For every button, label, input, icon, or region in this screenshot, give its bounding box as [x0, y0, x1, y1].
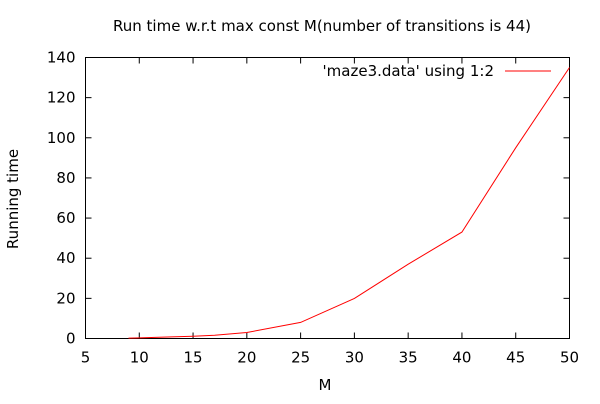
x-tick-label: 50	[560, 349, 579, 367]
y-tick-label: 0	[66, 330, 76, 348]
x-tick-label: 30	[345, 349, 364, 367]
y-tick-label: 20	[56, 289, 75, 307]
series-layer	[128, 67, 570, 339]
x-axis-ticks: 5 10 15 20 25 30 35 40 45 50	[81, 57, 579, 367]
x-tick-label: 45	[506, 349, 525, 367]
y-tick-label: 40	[56, 249, 75, 267]
x-tick-label: 25	[291, 349, 310, 367]
series-line	[128, 67, 570, 339]
x-tick-label: 5	[81, 349, 91, 367]
y-tick-label: 100	[47, 129, 76, 147]
plot-frame	[85, 57, 570, 339]
y-tick-label: 120	[47, 89, 76, 107]
y-axis-ticks: 0 20 40 60 80 100 120 140	[47, 49, 570, 348]
x-axis-label: M	[319, 376, 332, 394]
legend: 'maze3.data' using 1:2	[323, 62, 551, 80]
x-tick-label: 20	[237, 349, 256, 367]
y-axis-label: Running time	[4, 149, 22, 249]
y-tick-label: 60	[56, 209, 75, 227]
y-tick-label: 140	[47, 49, 76, 67]
y-tick-label: 80	[56, 169, 75, 187]
x-tick-label: 10	[130, 349, 149, 367]
legend-label: 'maze3.data' using 1:2	[323, 62, 494, 80]
x-tick-label: 35	[399, 349, 418, 367]
chart-title: Run time w.r.t max const M(number of tra…	[113, 17, 531, 35]
x-tick-label: 40	[452, 349, 471, 367]
x-tick-label: 15	[184, 349, 203, 367]
